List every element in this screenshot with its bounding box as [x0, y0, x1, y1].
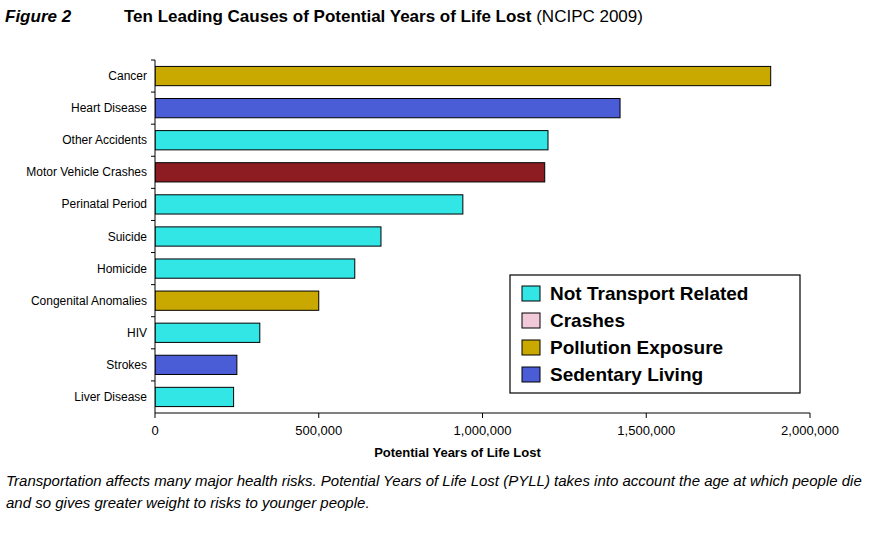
caption: Transportation affects many major health… — [6, 470, 874, 514]
bar — [155, 387, 234, 406]
category-tick — [151, 92, 155, 93]
category-label: Perinatal Period — [62, 197, 147, 211]
bar — [155, 131, 548, 150]
legend-label: Pollution Exposure — [550, 337, 723, 358]
category-tick — [151, 380, 155, 381]
x-tick — [482, 413, 483, 418]
category-tick — [151, 284, 155, 285]
x-tick-label: 1,000,000 — [454, 423, 512, 438]
category-tick — [151, 124, 155, 125]
bar — [155, 195, 463, 214]
x-tick — [646, 413, 647, 418]
title: Ten Leading Causes of Potential Years of… — [124, 7, 643, 26]
x-tick-label: 500,000 — [295, 423, 342, 438]
category-tick — [151, 220, 155, 221]
bar — [155, 163, 545, 182]
legend-swatch — [522, 340, 540, 355]
category-label: Suicide — [108, 230, 148, 244]
x-tick-label: 1,500,000 — [617, 423, 675, 438]
category-label: Strokes — [106, 358, 147, 372]
category-label: Other Accidents — [62, 133, 147, 147]
x-tick — [810, 413, 811, 418]
legend-label: Crashes — [550, 310, 625, 331]
bar — [155, 66, 771, 85]
category-label: Motor Vehicle Crashes — [26, 165, 147, 179]
legend: Not Transport Related Crashes Pollution Ex… — [510, 275, 800, 393]
x-tick — [155, 413, 156, 418]
bars — [155, 66, 771, 406]
x-axis-label: Potential Years of Life Lost — [374, 445, 541, 460]
category-label: Heart Disease — [71, 101, 147, 115]
category-label: HIV — [127, 326, 147, 340]
category-tick — [151, 188, 155, 189]
legend-swatch — [522, 313, 540, 328]
category-tick — [151, 252, 155, 253]
category-tick — [151, 60, 155, 61]
category-label: Homicide — [97, 262, 147, 276]
legend-box — [510, 275, 800, 393]
bar — [155, 291, 319, 310]
legend-label: Not Transport Related — [550, 283, 748, 304]
bar — [155, 323, 260, 342]
legend-swatch — [522, 286, 540, 301]
bar — [155, 227, 381, 246]
legend-swatch — [522, 367, 540, 382]
y-axis — [155, 60, 156, 413]
figure-label: Figure 2 — [5, 7, 72, 26]
legend-label: Sedentary Living — [550, 364, 703, 385]
bar — [155, 259, 355, 278]
x-tick — [318, 413, 319, 418]
category-tick — [151, 348, 155, 349]
chart: Figure 2 Ten Leading Causes of Potential … — [0, 0, 880, 470]
x-tick-label: 2,000,000 — [781, 423, 839, 438]
category-tick — [151, 156, 155, 157]
bar — [155, 99, 620, 118]
title-main: Ten Leading Causes of Potential Years of… — [124, 7, 536, 26]
category-label: Cancer — [108, 69, 147, 83]
category-label: Liver Disease — [74, 390, 147, 404]
category-tick — [151, 316, 155, 317]
x-tick-label: 0 — [151, 423, 158, 438]
subtitle: (NCIPC 2009) — [536, 7, 643, 26]
bar — [155, 355, 237, 374]
category-label: Congenital Anomalies — [31, 294, 147, 308]
